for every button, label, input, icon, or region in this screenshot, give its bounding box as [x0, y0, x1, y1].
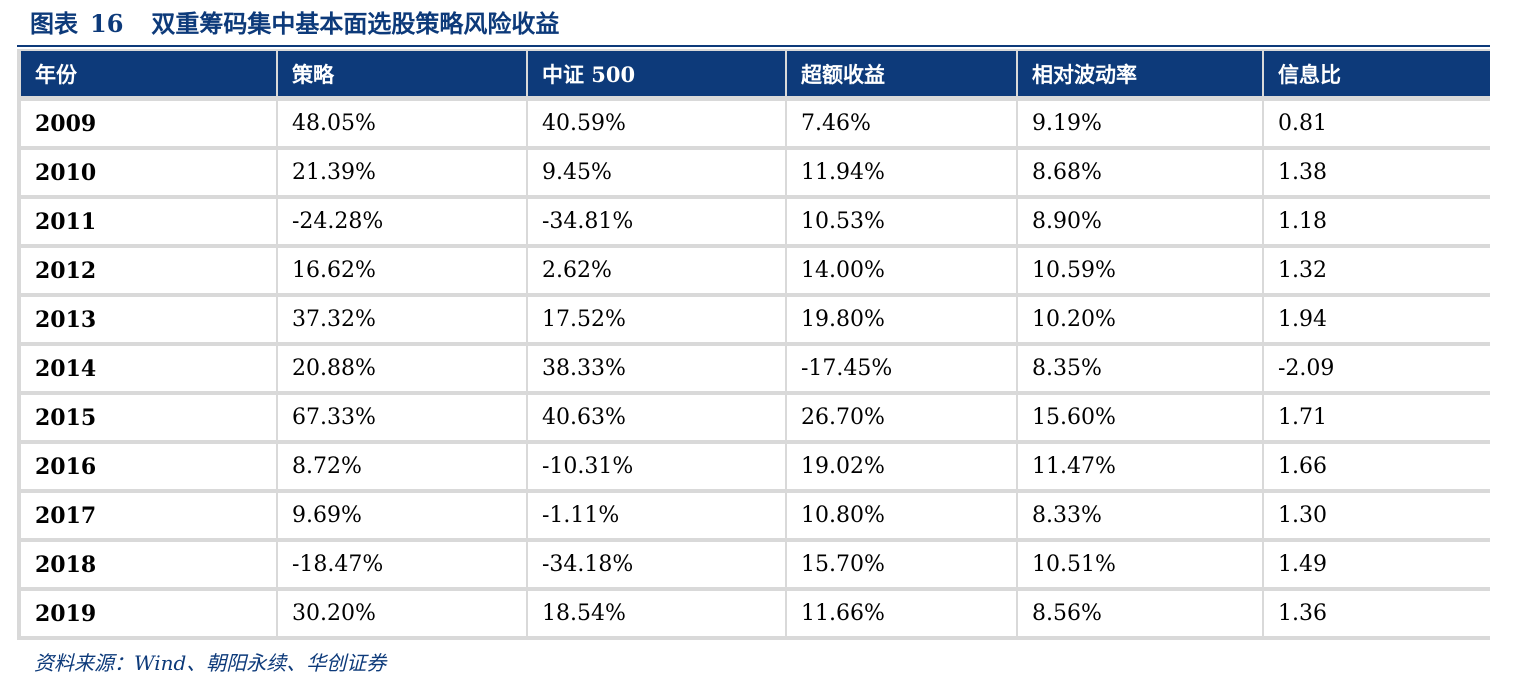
table-row: 2009 48.05% 40.59% 7.46% 9.19% 0.81 [21, 101, 1490, 146]
table-row: 2013 37.32% 17.52% 19.80% 10.20% 1.94 [21, 297, 1490, 342]
header-information-ratio: 信息比 [1264, 51, 1490, 96]
table-row: 2012 16.62% 2.62% 14.00% 10.59% 1.32 [21, 248, 1490, 293]
cell-csi500: 9.45% [528, 150, 785, 195]
cell-excess-return: 15.70% [787, 542, 1016, 587]
table-row: 2019 30.20% 18.54% 11.66% 8.56% 1.36 [21, 591, 1490, 636]
cell-excess-return: 10.80% [787, 493, 1016, 538]
header-relative-volatility: 相对波动率 [1018, 51, 1262, 96]
cell-year: 2010 [21, 150, 276, 195]
table-row: 2011 -24.28% -34.81% 10.53% 8.90% 1.18 [21, 199, 1490, 244]
table-header-row: 年份 策略 中证 500 超额收益 相对波动率 信息比 [21, 51, 1490, 96]
cell-strategy: 8.72% [278, 444, 526, 489]
cell-csi500: 38.33% [528, 346, 785, 391]
header-csi500: 中证 500 [528, 51, 785, 96]
cell-csi500: 17.52% [528, 297, 785, 342]
header-excess-return: 超额收益 [787, 51, 1016, 96]
figure-title: 图表 16 双重筹码集中基本面选股策略风险收益 [30, 6, 559, 42]
cell-relative-volatility: 8.90% [1018, 199, 1262, 244]
cell-excess-return: 7.46% [787, 101, 1016, 146]
cell-excess-return: 10.53% [787, 199, 1016, 244]
cell-csi500: -1.11% [528, 493, 785, 538]
cell-year: 2011 [21, 199, 276, 244]
cell-information-ratio: 1.49 [1264, 542, 1490, 587]
cell-strategy: 16.62% [278, 248, 526, 293]
cell-csi500: 18.54% [528, 591, 785, 636]
cell-strategy: 30.20% [278, 591, 526, 636]
cell-strategy: 9.69% [278, 493, 526, 538]
cell-relative-volatility: 10.20% [1018, 297, 1262, 342]
cell-information-ratio: 1.71 [1264, 395, 1490, 440]
cell-excess-return: 19.02% [787, 444, 1016, 489]
cell-strategy: 48.05% [278, 101, 526, 146]
cell-information-ratio: 1.36 [1264, 591, 1490, 636]
cell-information-ratio: 1.66 [1264, 444, 1490, 489]
cell-csi500: -34.81% [528, 199, 785, 244]
cell-relative-volatility: 10.59% [1018, 248, 1262, 293]
cell-excess-return: 14.00% [787, 248, 1016, 293]
cell-excess-return: 11.94% [787, 150, 1016, 195]
table-row: 2018 -18.47% -34.18% 15.70% 10.51% 1.49 [21, 542, 1490, 587]
cell-year: 2013 [21, 297, 276, 342]
cell-csi500: 2.62% [528, 248, 785, 293]
cell-strategy: 20.88% [278, 346, 526, 391]
cell-relative-volatility: 15.60% [1018, 395, 1262, 440]
figure-number: 16 [90, 9, 124, 38]
cell-relative-volatility: 8.68% [1018, 150, 1262, 195]
table-row: 2017 9.69% -1.11% 10.80% 8.33% 1.30 [21, 493, 1490, 538]
cell-year: 2009 [21, 101, 276, 146]
cell-year: 2014 [21, 346, 276, 391]
cell-relative-volatility: 10.51% [1018, 542, 1262, 587]
cell-information-ratio: -2.09 [1264, 346, 1490, 391]
cell-strategy: -18.47% [278, 542, 526, 587]
cell-relative-volatility: 9.19% [1018, 101, 1262, 146]
cell-relative-volatility: 8.35% [1018, 346, 1262, 391]
cell-excess-return: -17.45% [787, 346, 1016, 391]
cell-csi500: -10.31% [528, 444, 785, 489]
cell-csi500: 40.59% [528, 101, 785, 146]
figure-title-text: 双重筹码集中基本面选股策略风险收益 [151, 9, 560, 38]
header-strategy: 策略 [278, 51, 526, 96]
cell-year: 2017 [21, 493, 276, 538]
table-row: 2016 8.72% -10.31% 19.02% 11.47% 1.66 [21, 444, 1490, 489]
cell-csi500: 40.63% [528, 395, 785, 440]
cell-year: 2015 [21, 395, 276, 440]
cell-relative-volatility: 11.47% [1018, 444, 1262, 489]
cell-year: 2018 [21, 542, 276, 587]
header-year: 年份 [21, 51, 276, 96]
cell-strategy: 67.33% [278, 395, 526, 440]
cell-information-ratio: 1.94 [1264, 297, 1490, 342]
table-row: 2014 20.88% 38.33% -17.45% 8.35% -2.09 [21, 346, 1490, 391]
cell-information-ratio: 0.81 [1264, 101, 1490, 146]
data-table: 年份 策略 中证 500 超额收益 相对波动率 信息比 2009 48.05% 40.59% 7.… [17, 49, 1490, 640]
figure-label: 图表 [30, 9, 78, 38]
cell-relative-volatility: 8.33% [1018, 493, 1262, 538]
cell-strategy: 37.32% [278, 297, 526, 342]
cell-information-ratio: 1.18 [1264, 199, 1490, 244]
cell-year: 2016 [21, 444, 276, 489]
cell-strategy: 21.39% [278, 150, 526, 195]
cell-year: 2012 [21, 248, 276, 293]
cell-strategy: -24.28% [278, 199, 526, 244]
source-note: 资料来源：Wind、朝阳永续、华创证券 [34, 651, 387, 675]
cell-relative-volatility: 8.56% [1018, 591, 1262, 636]
cell-excess-return: 11.66% [787, 591, 1016, 636]
title-divider [17, 45, 1490, 47]
table-row: 2010 21.39% 9.45% 11.94% 8.68% 1.38 [21, 150, 1490, 195]
cell-excess-return: 19.80% [787, 297, 1016, 342]
table-row: 2015 67.33% 40.63% 26.70% 15.60% 1.71 [21, 395, 1490, 440]
cell-excess-return: 26.70% [787, 395, 1016, 440]
cell-information-ratio: 1.32 [1264, 248, 1490, 293]
cell-year: 2019 [21, 591, 276, 636]
cell-information-ratio: 1.38 [1264, 150, 1490, 195]
cell-csi500: -34.18% [528, 542, 785, 587]
cell-information-ratio: 1.30 [1264, 493, 1490, 538]
